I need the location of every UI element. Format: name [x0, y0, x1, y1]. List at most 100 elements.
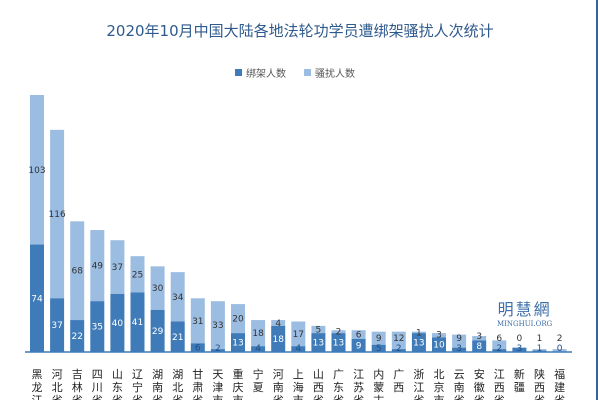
bar-harass: [50, 129, 65, 299]
data-label-harass: 3: [436, 331, 442, 341]
x-tick-label: 云南省: [454, 368, 465, 400]
x-tick-label: 安徽省: [474, 367, 485, 400]
data-label-abduct: 6: [195, 344, 201, 354]
x-tick-label: 山西省: [313, 368, 324, 400]
chart-title: 2020年10月中国大陆各地法轮功学员遭绑架骚扰人次统计: [106, 22, 494, 40]
data-label-abduct: 8: [476, 342, 482, 352]
legend-item-abduct: 绑架人数: [235, 65, 286, 80]
bar-abduct: [311, 333, 326, 352]
data-label-harass: 33: [212, 321, 223, 331]
bar-harass: [492, 340, 507, 350]
legend-swatch: [235, 69, 242, 76]
data-label-abduct: 35: [92, 323, 103, 333]
data-label-harass: 49: [92, 262, 104, 272]
legend-label: 骚扰人数: [315, 69, 355, 80]
data-label-abduct: 13: [333, 339, 344, 349]
data-label-abduct: 10: [433, 341, 445, 351]
x-tick-label: 天津市: [212, 368, 223, 400]
bar-harass: [331, 330, 346, 334]
bar-harass: [351, 330, 366, 339]
data-label-harass: 17: [293, 330, 304, 340]
data-label-abduct: 3: [456, 344, 462, 354]
data-label-harass: 9: [376, 334, 382, 344]
legend: 绑架人数 骚扰人数: [235, 65, 355, 80]
bar-harass: [130, 256, 145, 293]
bar-abduct: [351, 338, 366, 352]
bar-abduct: [432, 337, 446, 352]
data-label-harass: 34: [172, 293, 184, 303]
bar-harass: [110, 240, 125, 294]
frame-border: [596, 0, 598, 400]
data-label-abduct: 40: [112, 319, 124, 329]
bar-harass: [190, 298, 205, 344]
x-tick-label: 四川省: [92, 368, 103, 400]
data-label-harass: 37: [112, 263, 123, 273]
data-label-harass: 18: [252, 329, 264, 339]
bar-abduct: [251, 346, 266, 352]
x-tick-label: 吉林省: [72, 368, 83, 400]
bar-harass: [170, 272, 185, 322]
bar-abduct: [110, 293, 125, 352]
data-label-abduct: 0: [557, 344, 563, 354]
bar-harass: [90, 230, 105, 302]
data-label-harass: 4: [275, 319, 281, 329]
bar-abduct: [271, 325, 286, 352]
data-label-harass: 3: [476, 332, 482, 342]
data-label-abduct: 22: [71, 332, 82, 342]
bar-harass: [371, 331, 386, 345]
data-label-harass: 25: [132, 270, 143, 280]
x-tick-label: 辽宁省: [132, 368, 143, 400]
bar-harass: [271, 320, 286, 326]
legend-label: 绑架人数: [246, 69, 286, 80]
x-tick-label: 河南省: [273, 368, 284, 400]
x-tick-label: 湖北省: [172, 368, 183, 400]
bar-harass: [210, 301, 225, 350]
data-label-abduct: 18: [272, 335, 284, 345]
x-tick-label: 新疆: [514, 367, 525, 394]
data-label-abduct: 2: [215, 344, 221, 354]
data-label-abduct: 13: [232, 339, 243, 349]
bar-harass: [411, 331, 426, 334]
x-tick-label: 黑龙江: [32, 368, 43, 400]
bar-harass: [532, 349, 547, 351]
bar-harass: [432, 333, 446, 338]
data-label-abduct: 1: [537, 344, 543, 354]
bar-abduct: [190, 343, 205, 352]
data-label-harass: 1: [416, 328, 422, 338]
data-label-abduct: 74: [31, 294, 43, 304]
data-label-abduct: 3: [517, 344, 523, 354]
data-label-harass: 2: [336, 328, 342, 338]
logo-cn: 明慧網: [497, 300, 552, 319]
data-label-harass: 30: [152, 284, 164, 294]
bar-abduct: [472, 340, 487, 352]
bar-abduct: [50, 298, 65, 352]
x-tick-label: 浙江省: [413, 368, 424, 400]
legend-item-harass: 骚扰人数: [304, 65, 355, 80]
bar-abduct: [291, 346, 306, 352]
x-tick-label: 江苏省: [353, 368, 364, 400]
x-tick-label: 内蒙古: [373, 367, 384, 400]
data-label-abduct: 37: [51, 321, 62, 331]
x-tick-label: 湖南省: [152, 368, 163, 400]
data-label-abduct: 41: [132, 318, 143, 328]
bar-harass: [70, 221, 85, 321]
bar-abduct: [70, 320, 85, 352]
bar-harass: [452, 334, 467, 348]
bar-harass: [311, 325, 326, 334]
bar-abduct: [170, 321, 185, 352]
data-label-harass: 9: [456, 334, 462, 344]
data-label-harass: 6: [496, 334, 502, 344]
data-label-abduct: 29: [152, 327, 164, 337]
data-label-harass: 5: [316, 325, 322, 335]
bar-abduct: [391, 349, 406, 352]
bar-abduct: [512, 347, 527, 352]
x-tick-label: 北京市: [434, 368, 445, 400]
x-tick-label: 陕西省: [534, 367, 545, 400]
data-label-harass: 116: [49, 210, 66, 220]
bar-abduct: [331, 333, 346, 352]
data-label-harass: 2: [557, 334, 563, 344]
bar-harass: [552, 349, 567, 352]
bar-abduct: [452, 347, 467, 352]
bar-harass: [391, 331, 406, 350]
